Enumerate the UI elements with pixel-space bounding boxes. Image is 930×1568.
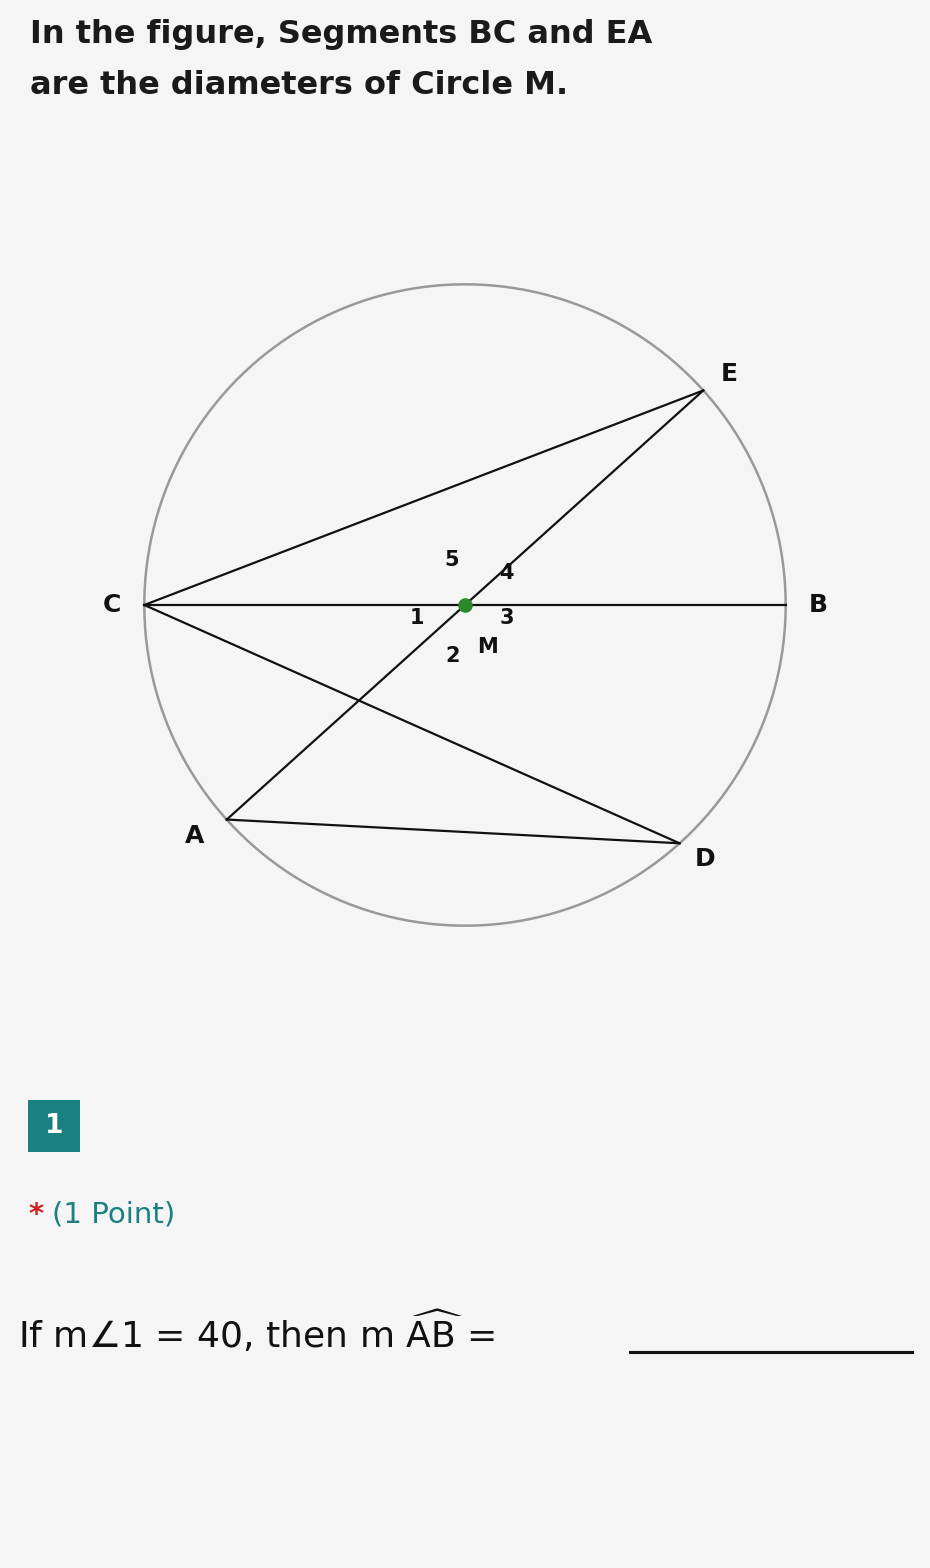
Text: D: D [695,847,715,872]
Text: 1: 1 [409,608,424,627]
Text: 5: 5 [445,550,459,571]
Text: B: B [808,593,828,616]
Text: C: C [103,593,122,616]
Text: 3: 3 [499,608,514,627]
Text: A: A [185,823,205,848]
Text: (1 Point): (1 Point) [52,1201,175,1229]
Text: If m$\angle$1 = 40, then m $\widehat{\mathrm{AB}}$ =: If m$\angle$1 = 40, then m $\widehat{\ma… [18,1309,496,1355]
Text: E: E [721,362,737,386]
Text: 4: 4 [499,563,514,583]
Text: *: * [28,1201,43,1229]
FancyBboxPatch shape [28,1101,80,1152]
Text: In the figure, Segments BC and EA: In the figure, Segments BC and EA [30,19,652,50]
Point [458,593,472,618]
Text: are the diameters of Circle M.: are the diameters of Circle M. [30,69,568,100]
Text: M: M [477,637,498,657]
Text: 2: 2 [445,646,459,666]
Text: 1: 1 [45,1113,63,1138]
